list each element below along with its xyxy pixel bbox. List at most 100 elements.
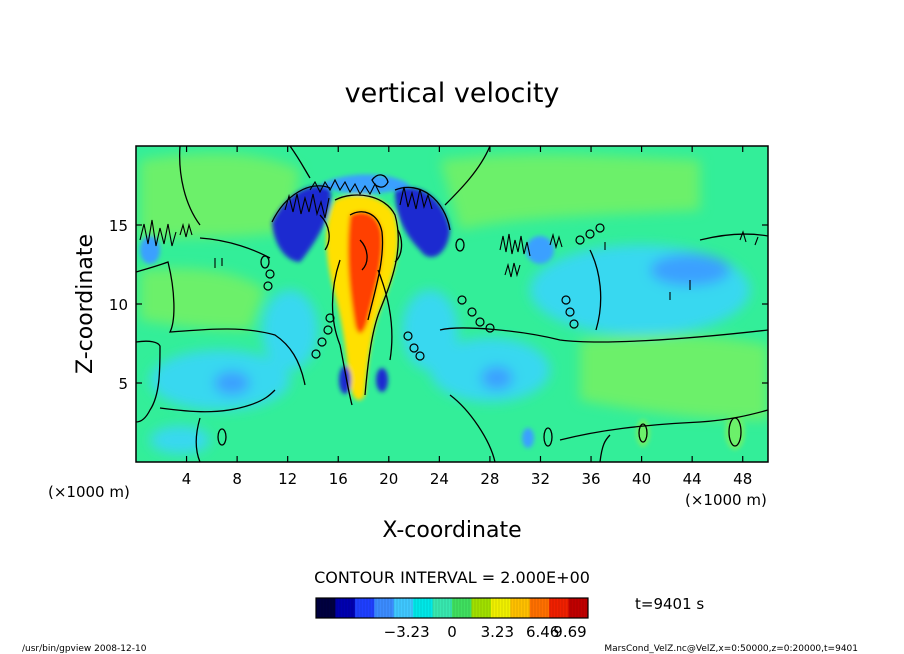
contour-line [309,178,381,196]
contour-line [260,255,270,269]
x-tick-label: 24 [430,470,449,488]
x-axis-label: X-coordinate [382,518,521,543]
colorbar-band [471,598,492,618]
contour-line [214,242,691,300]
field-strong-down-region [376,368,388,392]
y-axis-label: Z-coordinate [73,234,98,374]
x-axis-unit-left: (×1000 m) [48,483,130,501]
contour-line [179,146,201,226]
field-weak-down-region [262,290,318,370]
contour-line [415,351,425,361]
colorbar: −3.23 0 3.23 6.469.69 [315,597,589,641]
contour-line [136,261,306,386]
contour-line [585,229,595,239]
contour-line [739,230,759,246]
contour-line [334,194,399,396]
contour-line [139,219,177,247]
contour-line [265,269,275,279]
contour-line [317,337,327,347]
field-down-region [522,428,534,448]
colorbar-band [374,598,395,618]
contour-line [394,186,451,231]
y-axis: 5 10 15 [109,217,768,393]
contour-line [595,223,605,233]
contour-line [485,323,495,333]
colorbar-frame [315,597,589,619]
contour-line [325,313,335,323]
contour-line [284,193,330,219]
zero-contour-chains [263,223,605,361]
field-down-region [214,371,250,395]
contour-line [377,269,393,361]
colorbar-tick-label: 0 [447,623,457,641]
contour-line [449,394,496,462]
colorbar-bands [316,598,588,618]
field-weak-up-region [140,153,300,240]
field-core [140,174,745,450]
x-tick-label: 44 [683,470,702,488]
x-tick-label: 28 [480,470,499,488]
field-shading [140,153,768,454]
x-tick-label: 20 [379,470,398,488]
time-label: t=9401 s [635,595,704,613]
contour-line [349,211,384,321]
field-weak-up-region [636,419,650,447]
contour-line [399,186,433,210]
field-down-region [650,254,730,286]
x-axis-unit-right: (×1000 m) [685,491,767,509]
field-weak-down-region [402,290,458,370]
colorbar-band [393,598,414,618]
contour-interval-label: CONTOUR INTERVAL = 2.000E+00 [314,568,590,587]
field-weak-up-region [580,334,768,420]
contour-line [549,232,563,250]
contour-line [439,327,768,343]
contour-line [543,427,553,447]
contour-line [263,281,273,291]
contour-line [403,331,413,341]
field-down-region [526,236,554,264]
x-tick-label: 48 [733,470,752,488]
contour-line [559,409,768,441]
colorbar-band [335,598,356,618]
contour-line [467,307,477,317]
contour-line [217,428,227,446]
colorbar-tick-label: 6.46 [526,623,559,641]
x-tick-label: 16 [329,470,348,488]
contour-line [331,259,353,406]
x-tick-label: 40 [632,470,651,488]
colorbar-band [432,598,453,618]
chart-title: vertical velocity [345,78,560,109]
y-tick-label: 5 [118,375,128,393]
contour-line [444,146,491,206]
plot-area [136,146,768,462]
x-tick-label: 8 [232,470,242,488]
contour-line [311,349,321,359]
contour-line [599,434,611,462]
x-tick-label: 32 [531,470,550,488]
contour-line [575,235,585,245]
x-tick-label: 36 [581,470,600,488]
contour-line [699,233,768,241]
colorbar-band [354,598,375,618]
contour-line [289,146,311,179]
contour-line [561,295,571,305]
colorbar-tick-label: 9.69 [553,623,586,641]
field-down-region [481,366,513,390]
colorbar-band [316,598,336,618]
x-tick-label: 4 [182,470,192,488]
x-tick-label: 12 [278,470,297,488]
contour-line [323,325,333,335]
y-tick-label: 15 [109,217,128,235]
contour-line [565,307,575,317]
contour-line [504,262,521,278]
contour-line [455,238,465,252]
contour-line [371,174,389,188]
field-strong-up-region [347,211,383,334]
contour-line [569,319,579,329]
y-tick-label: 10 [109,296,128,314]
colorbar-ticks: −3.23 0 3.23 6.469.69 [384,623,587,641]
contour-line [728,417,742,447]
contour-line [179,222,193,238]
contour-line [499,233,531,257]
